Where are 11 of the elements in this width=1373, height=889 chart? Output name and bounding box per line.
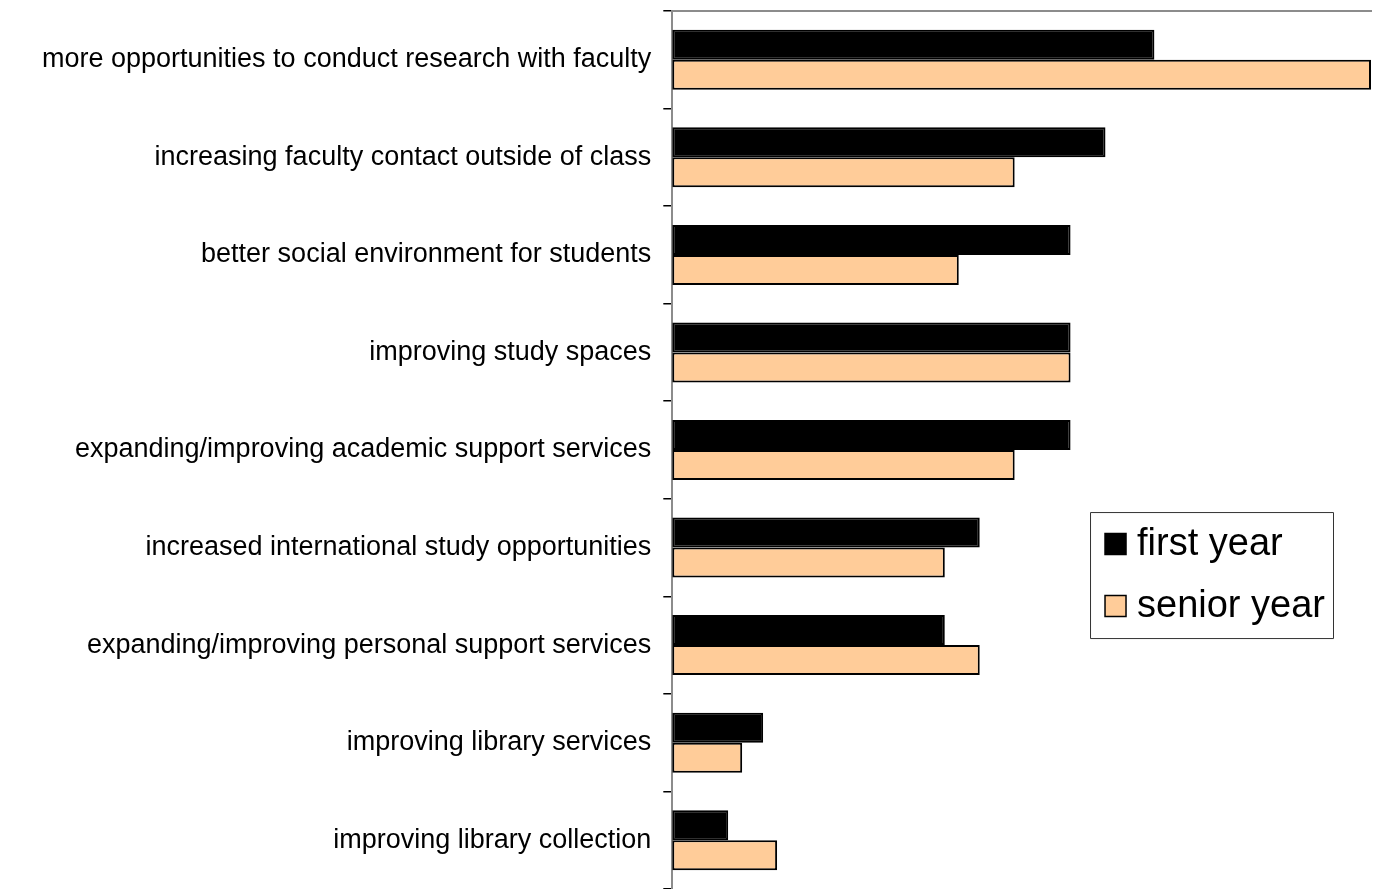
legend-label: senior year <box>1137 582 1326 625</box>
y-tick-label: improving study spaces <box>369 335 652 366</box>
y-tick-label: improving library collection <box>333 823 652 854</box>
y-tick-label: increasing faculty contact outside of class <box>154 140 652 171</box>
y-tick-label: expanding/improving personal support services <box>86 628 652 659</box>
y-tick-label: increased international study opportunities <box>145 531 652 562</box>
y-tick-label: better social environment for students <box>201 238 652 269</box>
y-tick-label: improving library services <box>346 726 652 757</box>
y-tick-label: expanding/improving academic support services <box>75 433 652 464</box>
legend-label: first year <box>1137 520 1284 563</box>
y-tick-label: more opportunities to conduct research with faculty <box>41 43 652 74</box>
